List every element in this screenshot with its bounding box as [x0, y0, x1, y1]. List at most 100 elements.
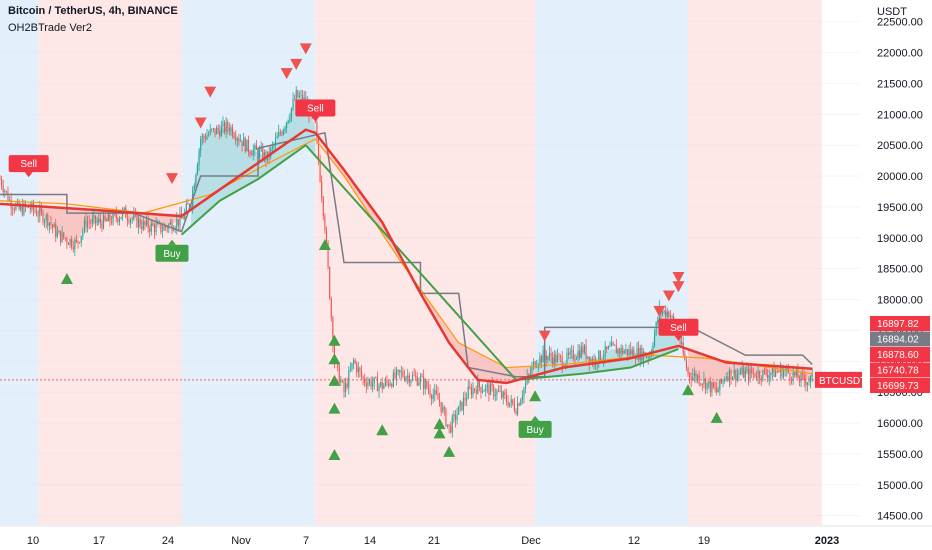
candle	[403, 376, 406, 381]
candle	[381, 382, 383, 389]
candle	[0, 179, 1, 180]
candle	[523, 388, 525, 397]
candle	[130, 219, 132, 223]
candle	[679, 338, 681, 345]
candle	[687, 368, 689, 374]
candle	[66, 238, 68, 244]
buy-marker	[682, 384, 694, 396]
candle	[123, 207, 125, 211]
candle	[173, 229, 175, 231]
candle	[169, 222, 171, 225]
candle	[383, 385, 385, 389]
candle	[106, 219, 108, 222]
candle	[109, 214, 111, 222]
candle	[427, 387, 429, 390]
candle	[153, 225, 156, 233]
candle	[564, 364, 566, 368]
candle	[380, 382, 382, 386]
candle	[695, 373, 697, 380]
candle	[212, 128, 214, 130]
candle	[582, 346, 584, 353]
candle	[588, 356, 590, 364]
candle	[448, 424, 450, 427]
candle	[177, 219, 179, 226]
buy-marker	[433, 427, 446, 439]
candle	[241, 140, 243, 147]
candle	[302, 94, 304, 102]
candle	[39, 207, 41, 217]
candle	[424, 380, 426, 389]
price-tag: 16894.02	[870, 331, 930, 347]
candle	[208, 133, 210, 136]
candle	[567, 352, 570, 355]
candle	[520, 400, 522, 406]
price-tick-label: 14500.00	[877, 511, 923, 523]
candle	[607, 346, 609, 350]
signal-label-sell[interactable]: Sell	[295, 99, 336, 122]
candle	[489, 383, 492, 396]
candle	[67, 243, 70, 246]
candle	[426, 380, 428, 388]
candle	[773, 366, 775, 377]
buy-zone	[535, 0, 688, 525]
candle	[746, 368, 748, 371]
candle	[604, 346, 606, 358]
candle	[384, 380, 386, 386]
sell-marker	[194, 117, 207, 129]
price-tick-label: 16000.00	[877, 418, 923, 430]
candle	[166, 227, 168, 229]
candle	[182, 218, 184, 220]
candle	[752, 373, 754, 375]
buy-marker	[328, 374, 341, 386]
candle	[587, 356, 589, 358]
candle	[88, 222, 90, 224]
candle	[631, 349, 633, 354]
candle	[703, 379, 705, 385]
candle	[534, 361, 536, 368]
candle	[96, 221, 98, 224]
signal-label-sell[interactable]: Sell	[8, 155, 49, 178]
price-tag: 16699.73	[870, 378, 930, 393]
signal-label-buy[interactable]: Buy	[518, 415, 552, 438]
signal-label-buy[interactable]: Buy	[155, 239, 189, 262]
buy-zone	[181, 0, 316, 525]
candle	[706, 383, 708, 390]
signal-markers	[60, 43, 723, 460]
candle	[681, 342, 683, 345]
candle	[230, 127, 232, 132]
candle	[72, 246, 74, 250]
candle	[161, 230, 164, 232]
candle	[278, 131, 280, 137]
candle	[51, 225, 54, 228]
candle	[144, 221, 146, 225]
candle	[704, 379, 707, 390]
candle	[223, 122, 226, 132]
candle	[36, 211, 38, 216]
candle	[163, 226, 165, 231]
candle	[408, 375, 410, 383]
candle	[99, 218, 101, 224]
time-tick-label: 19	[698, 535, 710, 547]
candle	[399, 370, 401, 373]
candle	[502, 391, 504, 398]
candle	[555, 354, 557, 363]
candle	[638, 348, 640, 360]
buy-marker	[60, 272, 73, 284]
candle	[574, 359, 576, 361]
candle	[251, 154, 253, 156]
candle	[510, 399, 512, 403]
candle	[407, 375, 409, 378]
candle	[810, 376, 812, 382]
indicator-label[interactable]: OH2BTrade Ver2	[8, 22, 92, 34]
candle	[82, 230, 84, 236]
candle	[464, 397, 466, 401]
candle	[618, 348, 621, 354]
candle	[389, 384, 391, 386]
candle	[392, 372, 394, 387]
svg-text:Sell: Sell	[20, 159, 37, 170]
candle	[185, 203, 187, 212]
signal-label-sell[interactable]: Sell	[658, 318, 699, 341]
candle	[349, 369, 351, 371]
